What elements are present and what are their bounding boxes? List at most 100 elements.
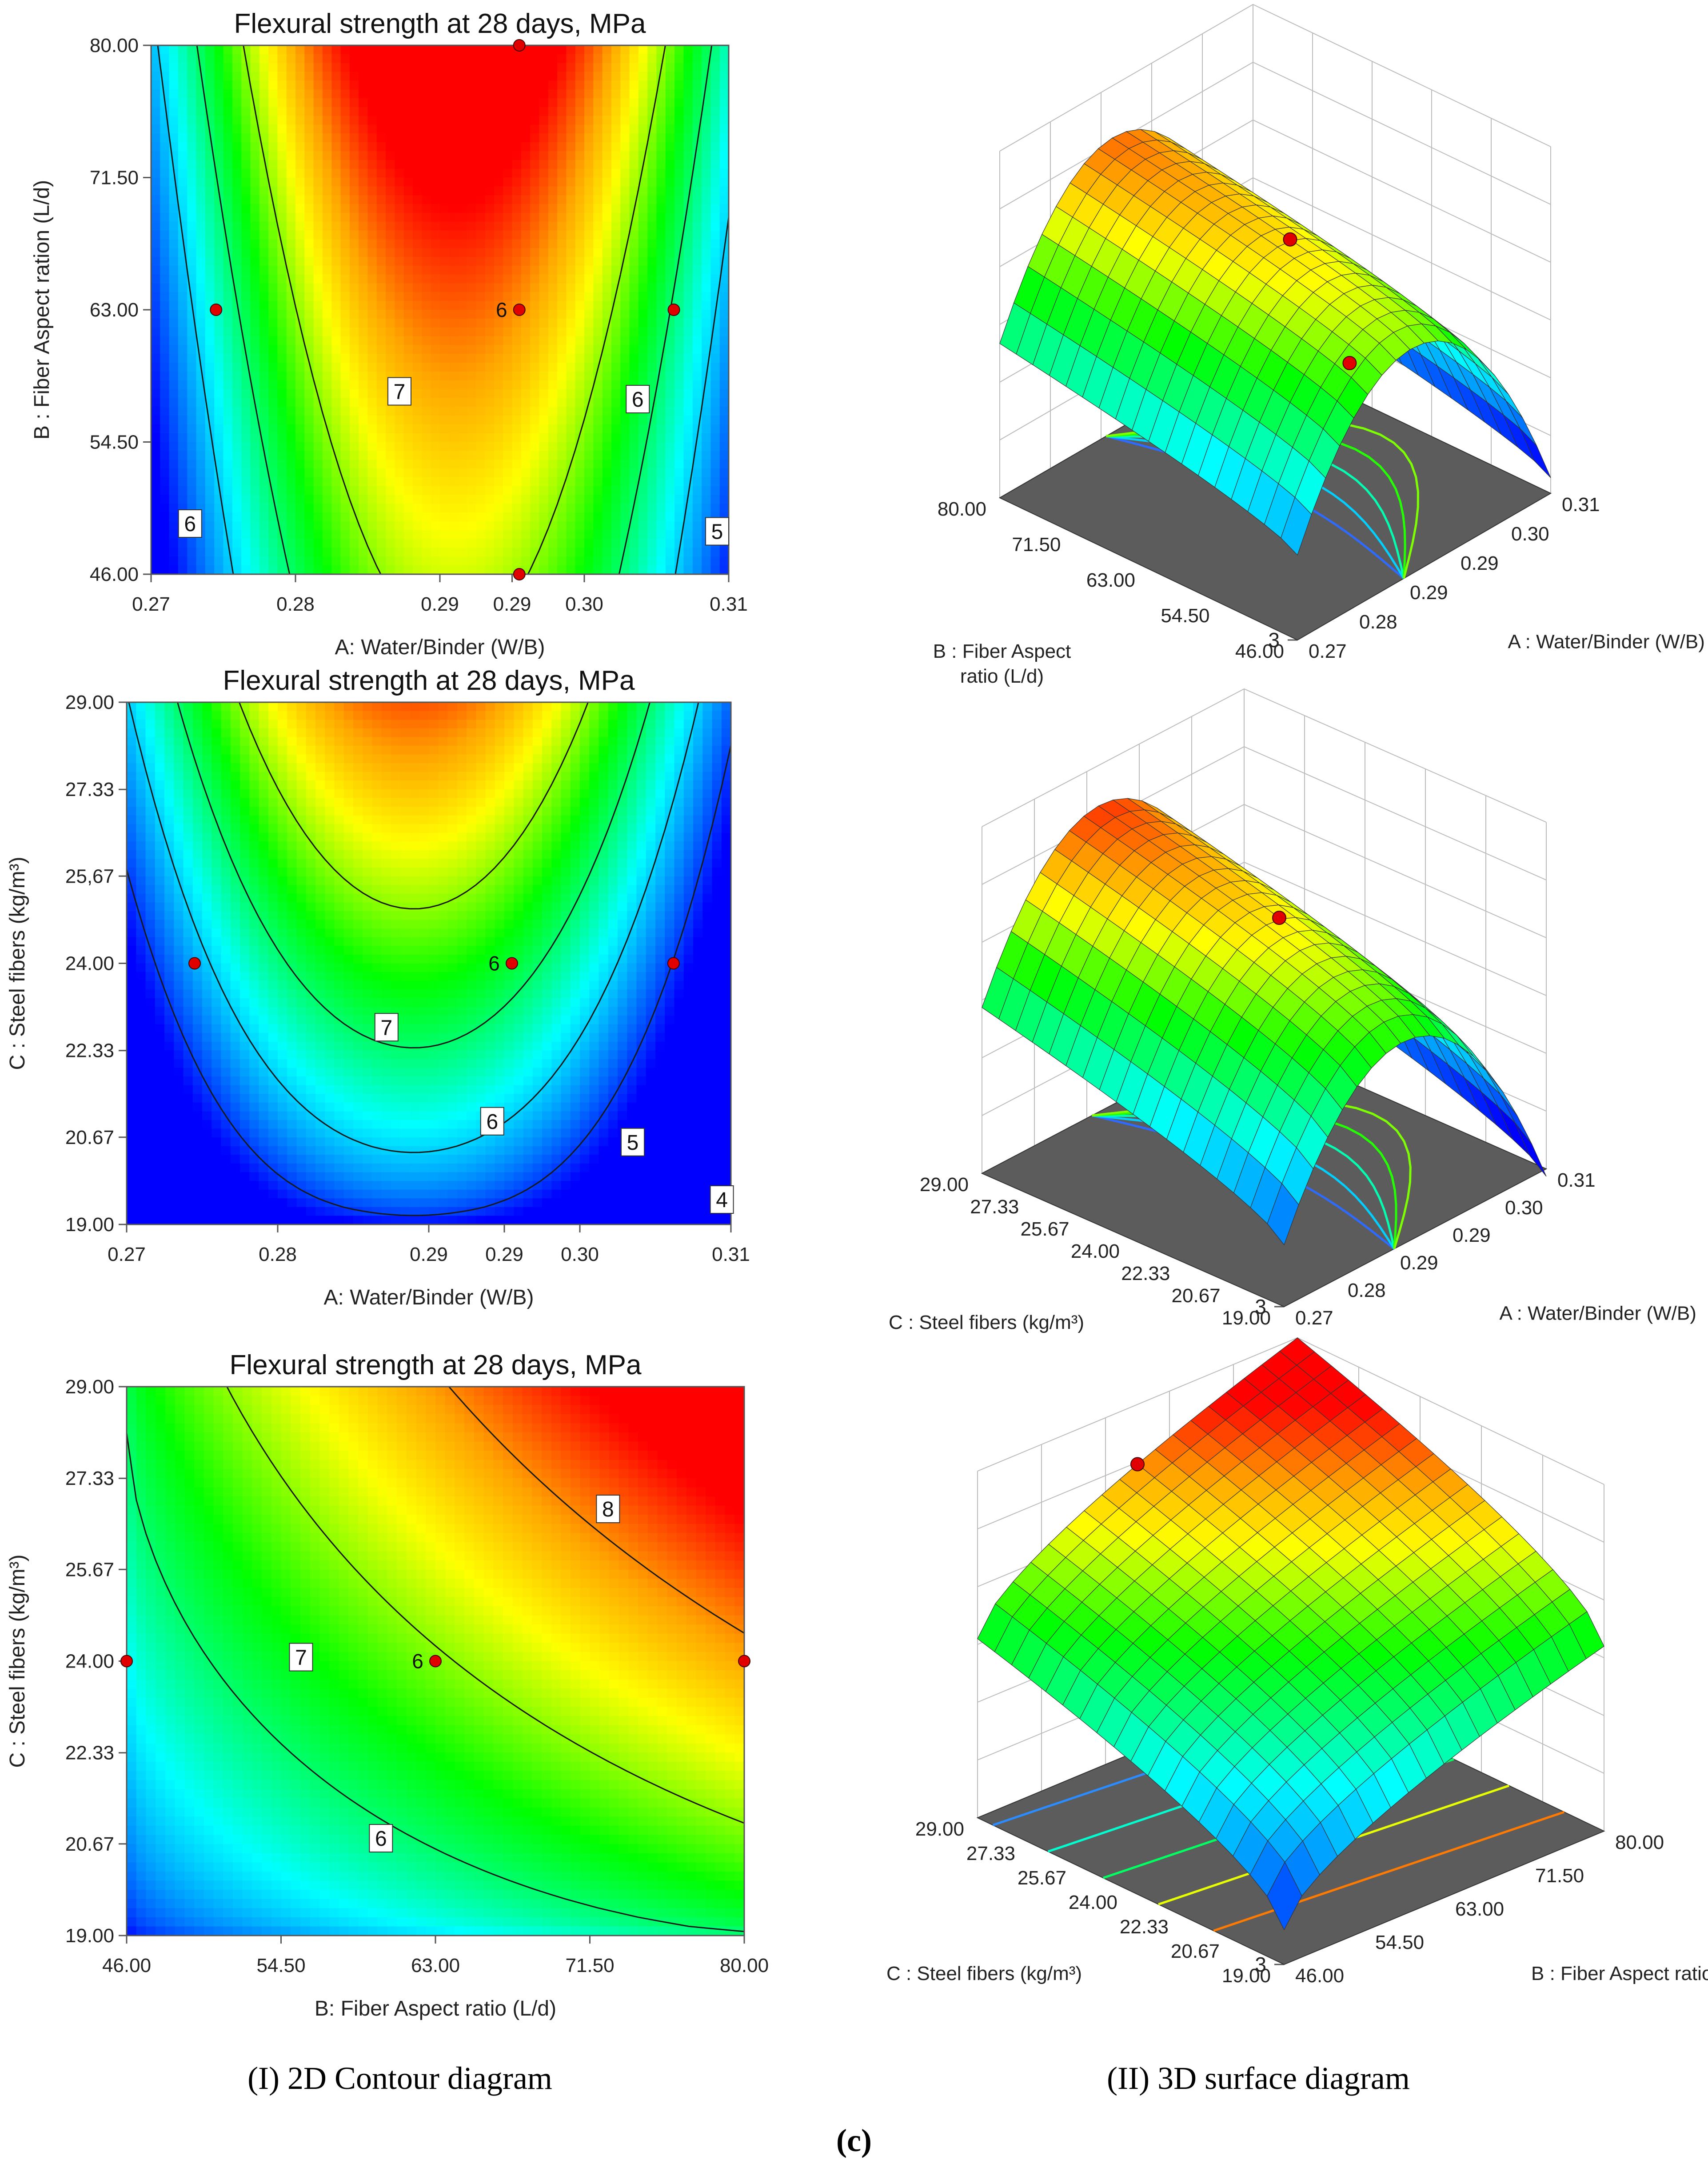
heatmap-cell [584, 257, 594, 266]
heatmap-cell [183, 702, 193, 712]
heatmap-cell [353, 780, 363, 790]
heatmap-cell [376, 327, 386, 337]
heatmap-cell [400, 841, 411, 851]
heatmap-cell [542, 754, 552, 764]
heatmap-cell [268, 389, 278, 399]
x-tick-label: 0.27 [132, 593, 170, 615]
heatmap-cell [638, 477, 648, 487]
heatmap-cell [322, 274, 332, 284]
heatmap-cell [349, 45, 359, 55]
heatmap-cell [467, 72, 476, 81]
heatmap-cell [223, 565, 233, 575]
heatmap-cell [221, 720, 231, 729]
heatmap-cell [151, 265, 161, 275]
heatmap-cell [458, 504, 467, 513]
heatmap-cell [683, 424, 693, 434]
heatmap-cell [512, 539, 522, 548]
heatmap-cell [367, 204, 377, 213]
heatmap-cell [458, 477, 467, 487]
heatmap-cell [205, 530, 215, 540]
heatmap-cell [413, 486, 423, 496]
heatmap-cell [268, 248, 278, 257]
heatmap-cell [400, 702, 411, 712]
heatmap-cell [212, 824, 222, 833]
heatmap-cell [719, 45, 729, 55]
heatmap-cell [192, 728, 203, 738]
heatmap-cell [160, 530, 170, 540]
heatmap-cell [589, 763, 599, 772]
heatmap-cell [295, 54, 305, 64]
heatmap-cell [665, 195, 675, 204]
heatmap-cell [557, 107, 567, 116]
heatmap-cell [504, 780, 515, 790]
heatmap-cell [467, 151, 476, 160]
heatmap-cell [214, 565, 224, 575]
heatmap-cell [419, 711, 429, 720]
heatmap-cell [548, 204, 558, 213]
heatmap-cell [530, 265, 540, 275]
heatmap-cell [584, 116, 594, 125]
heatmap-cell [419, 702, 429, 712]
heatmap-cell [674, 416, 684, 425]
heatmap-cell [566, 477, 576, 487]
heatmap-cell [512, 98, 522, 108]
heatmap-cell [367, 371, 377, 381]
heatmap-cell [575, 301, 585, 310]
heatmap-cell [589, 711, 599, 720]
heatmap-cell [494, 230, 503, 240]
heatmap-cell [322, 539, 332, 548]
heatmap-cell [169, 521, 179, 531]
heatmap-cell [514, 780, 524, 790]
heatmap-cell [259, 720, 269, 729]
heatmap-cell [413, 512, 423, 522]
heatmap-cell [629, 151, 639, 160]
heatmap-cell [277, 556, 287, 566]
heatmap-cell [295, 239, 305, 248]
heatmap-cell [710, 248, 720, 257]
heatmap-cell [127, 780, 137, 790]
heatmap-cell [403, 221, 413, 231]
heatmap-cell [629, 89, 639, 99]
heatmap-cell [353, 737, 363, 746]
heatmap-cell [268, 363, 278, 372]
heatmap-cell [629, 310, 639, 319]
heatmap-cell [241, 354, 251, 363]
heatmap-cell [512, 336, 522, 346]
heatmap-cell [178, 274, 188, 284]
heatmap-cell [476, 292, 486, 301]
heatmap-cell [494, 310, 503, 319]
heatmap-cell [381, 789, 391, 799]
heatmap-cell [422, 539, 431, 548]
heatmap-cell [268, 824, 278, 833]
heatmap-cell [187, 98, 197, 108]
heatmap-cell [611, 556, 621, 566]
heatmap-cell [551, 815, 562, 824]
heatmap-cell [295, 389, 305, 399]
heatmap-cell [494, 142, 503, 152]
heatmap-cell [295, 195, 305, 204]
heatmap-cell [395, 451, 404, 460]
design-point [210, 304, 223, 316]
heatmap-cell [403, 407, 413, 416]
heatmap-cell [232, 451, 242, 460]
heatmap-cell [512, 433, 522, 443]
heatmap-cell [322, 345, 332, 354]
heatmap-cell [367, 451, 377, 460]
heatmap-cell [494, 283, 503, 293]
heatmap-cell [196, 424, 206, 434]
heatmap-cell [485, 107, 495, 116]
heatmap-cell [467, 789, 477, 799]
heatmap-cell [192, 780, 203, 790]
heatmap-cell [584, 124, 594, 134]
heatmap-cell [719, 133, 729, 143]
heatmap-cell [692, 424, 702, 434]
heatmap-cell [395, 124, 404, 134]
heatmap-cell [196, 292, 206, 301]
heatmap-cell [268, 433, 278, 443]
heatmap-cell [202, 737, 212, 746]
heatmap-cell [494, 63, 503, 72]
heatmap-cell [174, 789, 184, 799]
heatmap-cell [422, 424, 431, 434]
heatmap-cell [602, 230, 612, 240]
heatmap-cell [413, 142, 423, 152]
